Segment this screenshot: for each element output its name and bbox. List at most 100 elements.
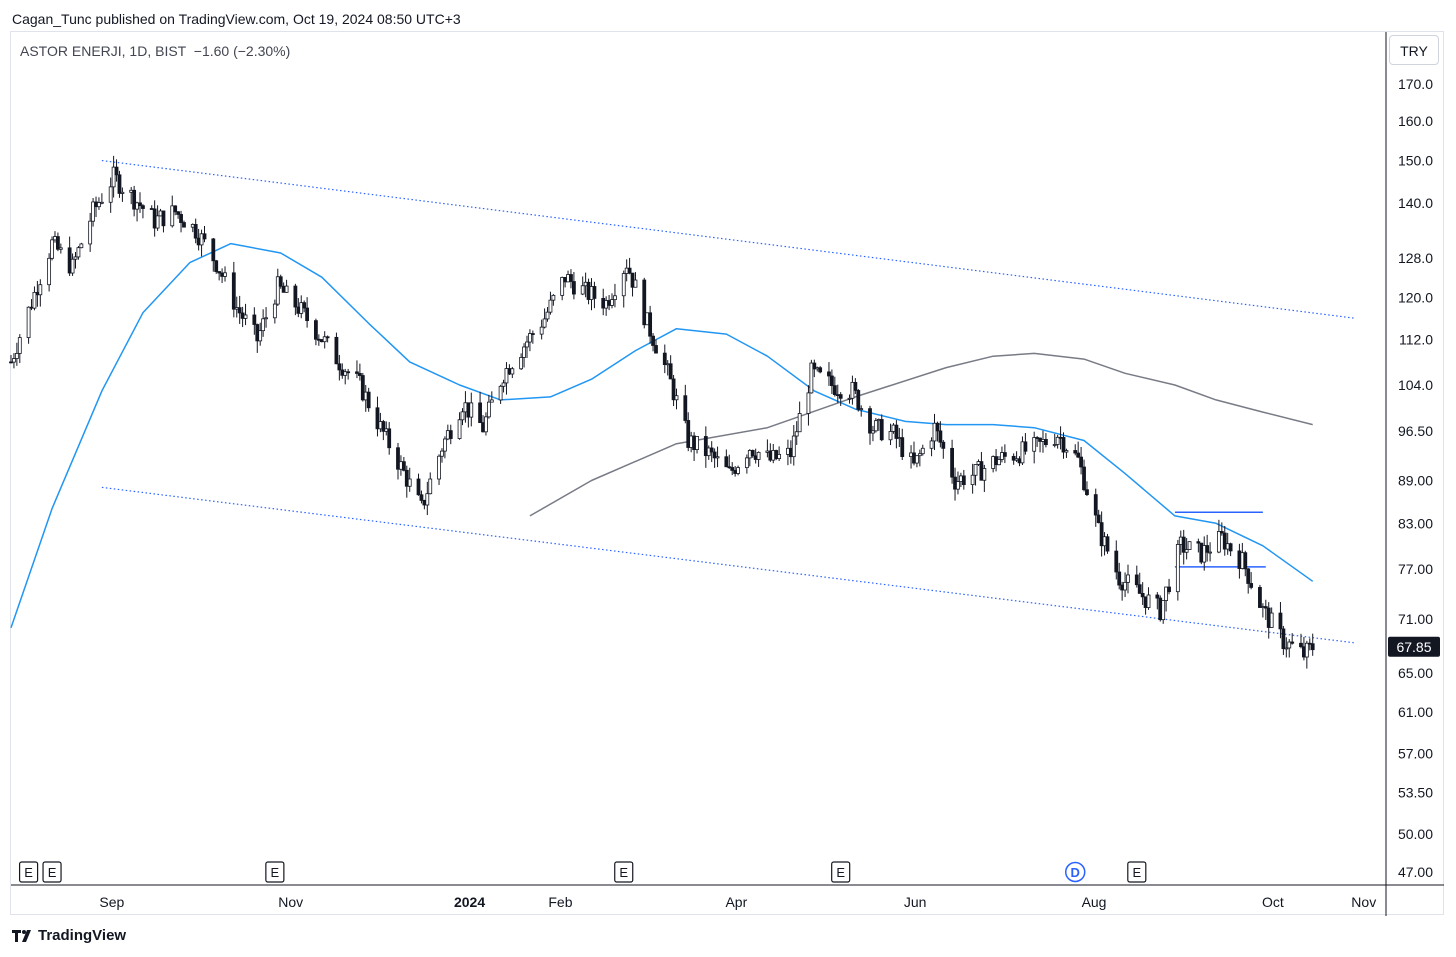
candle-down	[1114, 550, 1119, 573]
dividend-event-marker	[1064, 861, 1086, 883]
candle-up	[1064, 450, 1069, 453]
candle-up	[1304, 642, 1309, 658]
candle-up	[73, 256, 78, 260]
y-tick-label: 120.0	[1398, 289, 1433, 305]
candle-down	[812, 362, 817, 370]
candle-up	[38, 284, 43, 296]
candle-down	[305, 307, 310, 322]
candle-up	[932, 422, 937, 442]
tradingview-brand[interactable]: TradingView	[12, 927, 126, 944]
price-change: −1.60 (−2.30%)	[193, 43, 291, 59]
candle-up	[243, 314, 248, 319]
candle-up	[14, 353, 19, 359]
candle-down	[1258, 587, 1262, 608]
y-tick-label: 150.0	[1398, 153, 1433, 169]
candle-up	[970, 474, 975, 486]
channel-lower-line	[101, 486, 1354, 644]
candle-down	[193, 224, 198, 239]
candle-down	[530, 333, 535, 335]
candle-up	[79, 243, 84, 249]
candle-down	[1249, 583, 1254, 588]
candle-down	[648, 312, 653, 337]
candle-up	[794, 431, 799, 437]
currency-button[interactable]: TRY	[1389, 35, 1439, 65]
x-tick-label: Jun	[904, 894, 927, 910]
candle-down	[355, 371, 359, 374]
candle-up	[1032, 437, 1037, 452]
candle-up	[97, 202, 101, 208]
candle-up	[498, 385, 503, 401]
candle-down	[381, 421, 386, 432]
y-tick-label: 50.00	[1398, 826, 1433, 842]
candle-down	[950, 447, 954, 478]
candle-up	[847, 397, 852, 400]
candle-up	[871, 430, 875, 434]
candle-up	[973, 464, 978, 476]
candle-down	[1137, 584, 1142, 594]
symbol-name: ASTOR ENERJI, 1D, BIST	[20, 43, 186, 59]
candle-down	[132, 189, 137, 210]
dividend-event-label: D	[1071, 865, 1080, 880]
x-tick-label: 2024	[454, 894, 485, 910]
candle-up	[1161, 600, 1166, 621]
earnings-event-label: E	[1132, 865, 1141, 880]
candle-down	[683, 395, 688, 421]
candle-down	[419, 494, 424, 501]
candle-up	[580, 285, 585, 295]
y-tick-label: 83.00	[1398, 515, 1433, 531]
candle-down	[360, 375, 365, 401]
candle-down	[654, 345, 658, 354]
candle-up	[457, 419, 462, 439]
candle-up	[261, 318, 266, 332]
candle-down	[1299, 642, 1303, 648]
candle-up	[1269, 612, 1274, 628]
candle-down	[416, 478, 421, 496]
earnings-event-marker	[831, 861, 851, 883]
candle-up	[545, 311, 550, 320]
candle-down	[325, 336, 330, 339]
candle-down	[703, 436, 708, 457]
candle-up	[1123, 581, 1127, 591]
candle-down	[1290, 641, 1295, 644]
candle-down	[750, 450, 755, 457]
candle-down	[138, 202, 142, 207]
candle-down	[478, 402, 482, 424]
candle-down	[214, 260, 219, 272]
candle-up	[613, 295, 617, 301]
candle-up	[76, 247, 81, 258]
candle-down	[293, 285, 298, 308]
y-tick-label: 61.00	[1398, 704, 1433, 720]
candle-down	[1096, 514, 1101, 524]
candle-up	[108, 186, 113, 203]
publisher-line: Cagan_Tunc published on TradingView.com,…	[12, 11, 461, 27]
x-tick-label: Sep	[99, 894, 124, 910]
candle-down	[730, 467, 735, 471]
candle-down	[894, 424, 899, 439]
candle-down	[1243, 552, 1248, 570]
candle-down	[404, 469, 409, 487]
candle-down	[161, 210, 166, 227]
symbol-legend: ASTOR ENERJI, 1D, BIST −1.60 (−2.30%)	[20, 43, 290, 59]
candle-up	[1164, 586, 1169, 601]
candle-up	[50, 239, 54, 259]
candle-up	[917, 453, 922, 457]
candle-up	[91, 201, 95, 222]
candle-down	[1044, 439, 1048, 446]
tradingview-logo-icon	[12, 929, 31, 942]
candle-down	[1246, 568, 1251, 584]
y-tick-label: 170.0	[1398, 76, 1433, 92]
earnings-event-marker	[265, 861, 285, 883]
y-tick-label: 128.0	[1398, 250, 1433, 266]
candle-up	[806, 392, 811, 414]
candle-down	[1281, 628, 1286, 650]
candle-down	[1099, 522, 1104, 547]
candle-down	[935, 422, 940, 432]
y-tick-label: 104.0	[1398, 377, 1433, 393]
candle-down	[1205, 545, 1210, 553]
candle-up	[437, 455, 441, 480]
candle-up	[674, 395, 679, 401]
candle-down	[387, 428, 392, 449]
candle-down	[1002, 452, 1007, 457]
candle-up	[510, 368, 515, 375]
